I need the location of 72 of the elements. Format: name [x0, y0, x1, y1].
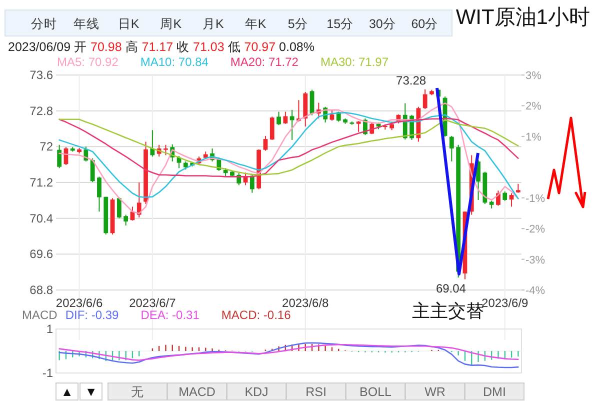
- text: 15分: [326, 17, 354, 31]
- chart-title: WIT原油1小时: [456, 6, 590, 29]
- text: RSI: [306, 385, 326, 399]
- y2-tick-label: -1%: [526, 192, 546, 205]
- annotation: 69.04: [436, 281, 466, 296]
- text: 无: [131, 385, 144, 399]
- y2-tick-label: -2%: [526, 224, 546, 236]
- line-series: [58, 344, 519, 361]
- candlestick: [136, 182, 142, 218]
- candlestick: [449, 135, 454, 162]
- text: 年K: [244, 17, 267, 31]
- text: 5分: [288, 17, 308, 31]
- text: 年线: [73, 17, 100, 31]
- candlestick: [97, 176, 102, 212]
- y-tick-label: 1: [46, 322, 54, 336]
- y-tick-label: 72: [40, 140, 54, 154]
- y2-tick-label: 3%: [526, 70, 542, 82]
- text: KDJ: [244, 385, 268, 399]
- text: 分时: [31, 17, 57, 31]
- line-series: [58, 342, 519, 368]
- y2-tick-label: -3%: [526, 254, 546, 266]
- candlestick: [164, 144, 168, 156]
- x-tick-label: 2023/6/9: [482, 296, 529, 310]
- text: 周K: [160, 17, 182, 31]
- candlestick: [57, 144, 62, 169]
- y2-tick-label: 2%: [526, 100, 542, 113]
- x-tick-label: 2023/6/6: [56, 296, 103, 310]
- candlestick: [502, 190, 508, 202]
- candlestick: [276, 111, 281, 126]
- candlestick: [422, 88, 428, 110]
- candlestick: [509, 192, 514, 208]
- text: 2023/06/09 开 70.98 高 71.17 收 71.03 低 70.97 0.08%: [8, 40, 314, 54]
- candlestick: [330, 109, 334, 122]
- x-tick-label: 2023/6/8: [282, 296, 330, 310]
- text: ▲: [60, 385, 74, 399]
- series-label: MACD: -0.16: [221, 308, 292, 322]
- text: WR: [424, 385, 446, 399]
- y-tick-label: 73.6: [30, 68, 54, 82]
- chart-title: MACD: [22, 308, 58, 322]
- text: MACD: [178, 385, 216, 399]
- candlestick: [283, 111, 288, 124]
- y-tick-label: 69.6: [30, 247, 54, 262]
- y-tick-label: 70.4: [30, 211, 54, 226]
- text: BOLL: [360, 385, 392, 399]
- text: MA5: 70.92: [57, 55, 119, 69]
- candlestick: [263, 135, 268, 152]
- x-tick-label: 2023/6/7: [129, 296, 176, 310]
- text: 30分: [368, 17, 396, 31]
- text: MA30: 71.97: [320, 55, 389, 69]
- text: DIF: -0.39: [65, 308, 120, 322]
- candlestick: [124, 214, 128, 226]
- candlestick: [150, 130, 155, 158]
- candlestick: [90, 158, 95, 183]
- y-tick-label: -1: [42, 366, 54, 380]
- text: DMI: [483, 385, 506, 399]
- candlestick: [356, 120, 361, 132]
- text: DEA: -0.31: [140, 308, 200, 322]
- text: ▼: [84, 385, 98, 399]
- text: MA20: 71.72: [230, 55, 299, 69]
- text: 主主交替: [412, 301, 484, 321]
- text: 月K: [202, 17, 225, 31]
- y-tick-label: 72.8: [30, 104, 54, 118]
- text: 60分: [411, 17, 438, 31]
- y2-tick-label: -4%: [526, 285, 546, 297]
- y-tick-label: 68.8: [30, 283, 54, 297]
- y2-tick-label: 1%: [526, 131, 542, 144]
- text: 日K: [118, 17, 140, 31]
- text: MA10: 70.84: [140, 55, 209, 69]
- y-tick-label: 71.2: [30, 176, 54, 190]
- annotation: 73.28: [396, 73, 426, 88]
- candlestick: [270, 116, 274, 140]
- candlestick: [290, 109, 294, 140]
